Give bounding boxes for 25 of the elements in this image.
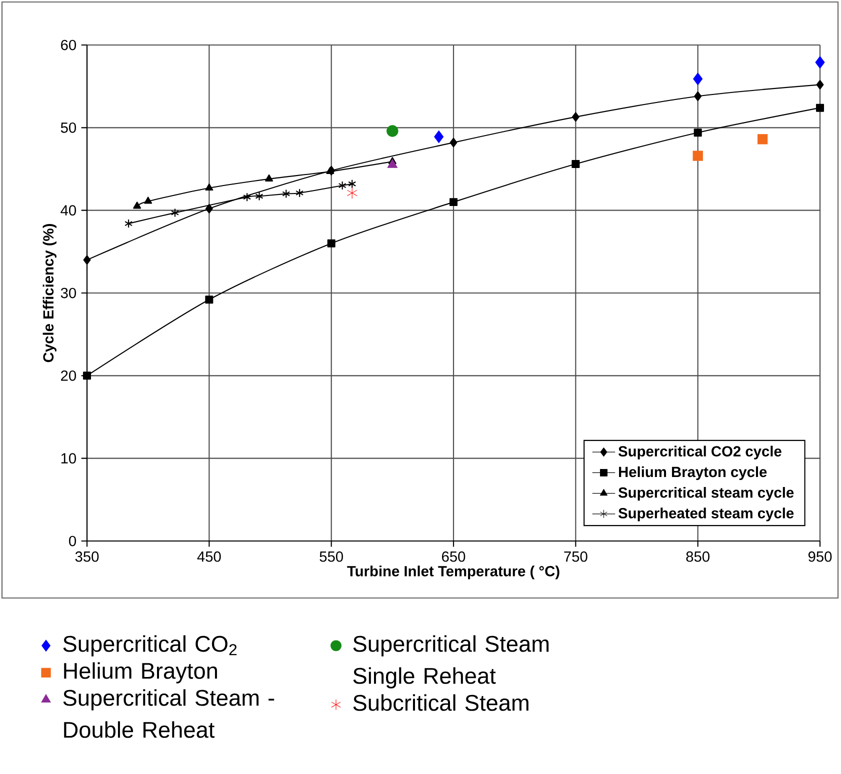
legend-label: Supercritical Steam Single Reheat bbox=[353, 635, 549, 688]
y-tick-label: 30 bbox=[60, 288, 76, 298]
y-axis-title: Cycle Efficiency (%) bbox=[42, 224, 56, 362]
legend-label: Helium Brayton bbox=[64, 662, 217, 684]
x-tick-label: 450 bbox=[197, 551, 221, 562]
legend-label: Supercritical CO2 cycle bbox=[618, 446, 782, 460]
y-tick-label: 10 bbox=[61, 453, 76, 464]
y-tick-label: 50 bbox=[60, 122, 76, 133]
y-tick-label: 20 bbox=[61, 370, 76, 381]
legend-label: Helium Brayton cycle bbox=[619, 466, 767, 480]
x-axis-title: Turbine Inlet Temperature ( °C) bbox=[347, 566, 560, 580]
x-tick-label: 650 bbox=[442, 551, 466, 562]
x-tick-label: 350 bbox=[75, 551, 99, 562]
legend-label: Supercritical steam cycle bbox=[618, 487, 794, 501]
legend-label: Superheated steam cycle bbox=[618, 508, 794, 522]
legend-label: Supercritical Steam - Double Reheat bbox=[63, 689, 274, 738]
y-tick-label: 40 bbox=[60, 205, 76, 216]
legend-label: Subcritical Steam bbox=[353, 694, 528, 711]
x-tick-label: 550 bbox=[320, 551, 343, 562]
x-tick-label: 750 bbox=[564, 551, 588, 562]
x-tick-label: 950 bbox=[808, 551, 832, 562]
x-tick-label: 850 bbox=[686, 551, 710, 562]
y-tick-label: 0 bbox=[69, 536, 76, 546]
y-tick-label: 60 bbox=[61, 40, 76, 50]
legend-label: Supercritical CO$_{2}$ bbox=[63, 635, 237, 656]
